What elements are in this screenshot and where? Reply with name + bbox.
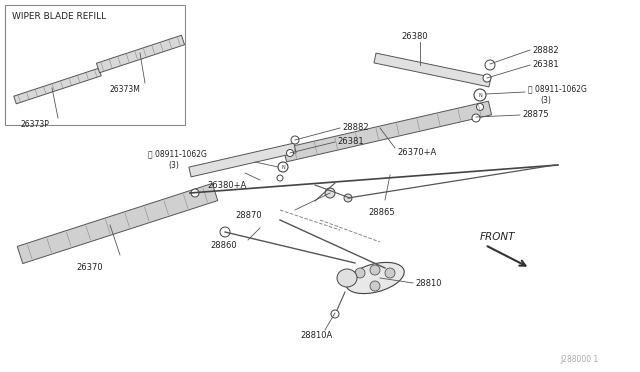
Ellipse shape xyxy=(287,150,294,157)
Ellipse shape xyxy=(355,268,365,278)
Text: (3): (3) xyxy=(168,160,179,170)
Polygon shape xyxy=(374,53,491,87)
Text: ⓝ 08911-1062G: ⓝ 08911-1062G xyxy=(528,84,587,93)
Ellipse shape xyxy=(331,310,339,318)
Ellipse shape xyxy=(346,262,404,294)
Ellipse shape xyxy=(191,189,199,197)
Ellipse shape xyxy=(344,194,352,202)
Text: 28865: 28865 xyxy=(368,208,395,217)
Text: FRONT: FRONT xyxy=(480,232,515,242)
Text: N: N xyxy=(478,93,482,97)
Polygon shape xyxy=(13,68,101,104)
Ellipse shape xyxy=(485,60,495,70)
Ellipse shape xyxy=(277,175,283,181)
Bar xyxy=(5,5,185,125)
Polygon shape xyxy=(189,143,296,177)
Text: 26381: 26381 xyxy=(337,137,364,145)
Text: 28810: 28810 xyxy=(415,279,442,288)
Text: 26373M: 26373M xyxy=(109,84,140,93)
Text: WIPER BLADE REFILL: WIPER BLADE REFILL xyxy=(12,12,106,21)
Polygon shape xyxy=(284,101,492,162)
Ellipse shape xyxy=(325,188,335,198)
Text: 26370: 26370 xyxy=(77,263,103,272)
Ellipse shape xyxy=(370,281,380,291)
Ellipse shape xyxy=(220,227,230,237)
Polygon shape xyxy=(97,35,184,73)
Text: 26370+A: 26370+A xyxy=(397,148,436,157)
Ellipse shape xyxy=(474,89,486,101)
Text: 28870: 28870 xyxy=(235,211,262,219)
Text: 26381: 26381 xyxy=(532,60,559,68)
Text: 28860: 28860 xyxy=(210,241,237,250)
Ellipse shape xyxy=(472,114,480,122)
Text: 28882: 28882 xyxy=(532,45,559,55)
Ellipse shape xyxy=(337,269,357,287)
Text: J288000 1: J288000 1 xyxy=(560,355,598,364)
Ellipse shape xyxy=(385,268,395,278)
Ellipse shape xyxy=(370,265,380,275)
Text: 28875: 28875 xyxy=(522,109,548,119)
Ellipse shape xyxy=(483,74,491,82)
Text: (3): (3) xyxy=(540,96,551,105)
Text: 26380+A: 26380+A xyxy=(207,180,246,189)
Text: 28810A: 28810A xyxy=(300,331,332,340)
Text: N: N xyxy=(281,164,285,170)
Polygon shape xyxy=(17,183,218,264)
Ellipse shape xyxy=(278,162,288,172)
Ellipse shape xyxy=(477,103,483,110)
Ellipse shape xyxy=(291,136,299,144)
Text: 28882: 28882 xyxy=(342,122,369,131)
Text: 26380: 26380 xyxy=(402,32,428,41)
Text: 26373P: 26373P xyxy=(20,119,49,128)
Text: ⓝ 08911-1062G: ⓝ 08911-1062G xyxy=(148,150,207,158)
